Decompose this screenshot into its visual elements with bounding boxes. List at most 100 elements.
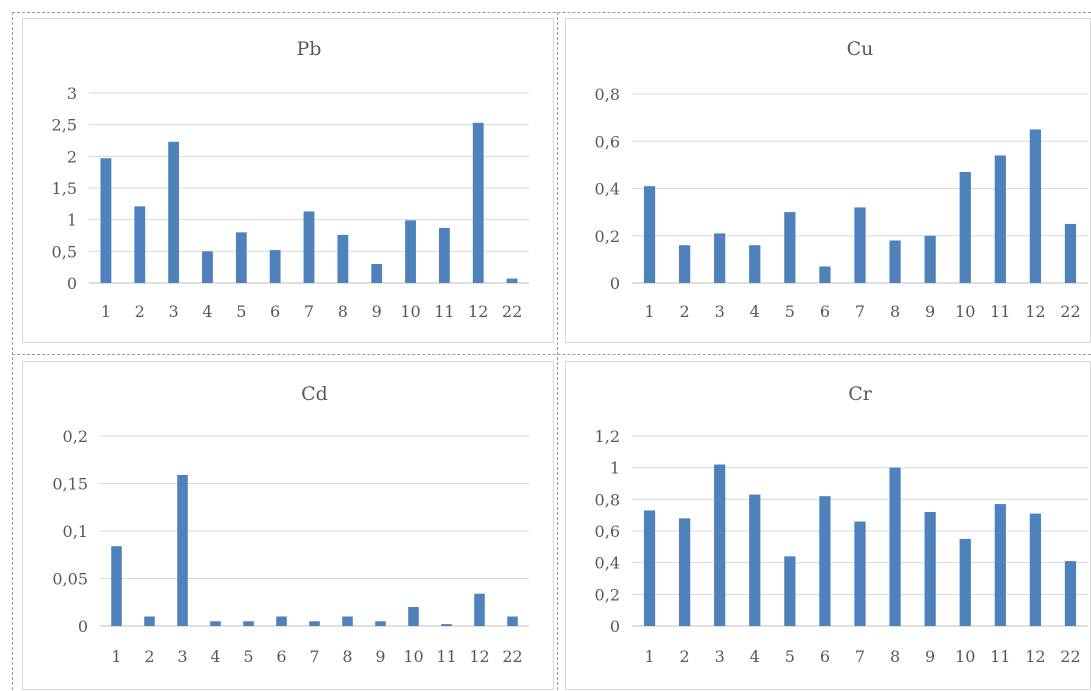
chart-cr: Cr 0 0,2 0,4 0,6 0,8 1 1,2 1 2 3 4 5 6 7 8 9 10 11 12 22 <box>565 361 1091 690</box>
chart-pb-bar <box>202 251 213 283</box>
chart-pb-x-tick-label: 4 <box>202 302 212 321</box>
chart-cd-bar <box>441 624 452 626</box>
chart-cu-bar <box>959 171 971 283</box>
chart-cr-x-tick-label: 2 <box>680 647 690 666</box>
chart-cr-x-tick-label: 9 <box>925 647 935 666</box>
chart-cr-x-tick-label: 4 <box>750 647 760 666</box>
chart-pb-bar <box>472 122 484 284</box>
chart-pb-bar <box>303 211 315 283</box>
chart-pb-y-tick-label: 2 <box>67 147 77 166</box>
chart-pb-title: Pb <box>297 38 322 60</box>
chart-cr-bar <box>643 510 656 626</box>
chart-cd-y-tick-label: 0,2 <box>63 427 88 446</box>
chart-pb-bar <box>269 250 281 283</box>
chart-pb-bar <box>506 278 518 283</box>
chart-cd-bar <box>474 593 485 626</box>
chart-cu-x-tick-label: 10 <box>955 302 975 321</box>
chart-pb-x-tick-label: 7 <box>304 302 314 321</box>
chart-cr-x-tick-label: 3 <box>715 647 725 666</box>
center-vertical-dashed-line <box>557 12 558 690</box>
chart-pb-bar <box>337 234 349 283</box>
chart-cd-y-tick-label: 0,05 <box>52 570 88 589</box>
chart-cd: Cd 0 0,05 0,1 0,15 0,2 1 2 3 4 5 6 7 8 9 10 11 12 22 <box>22 361 554 690</box>
chart-pb-bar <box>168 141 180 283</box>
chart-cd-bar <box>210 621 221 626</box>
chart-pb-x-tick-label: 10 <box>400 302 420 321</box>
chart-cd-x-tick-label: 22 <box>502 647 522 666</box>
chart-cu-bar <box>994 155 1006 283</box>
chart-pb-x-tick-label: 5 <box>236 302 246 321</box>
chart-pb-bar <box>134 206 146 283</box>
chart-cd-x-tick-label: 10 <box>403 647 423 666</box>
chart-cu-bar <box>924 235 936 283</box>
chart-cr-y-tick-label: 1 <box>610 459 620 478</box>
chart-cr-bar <box>819 496 831 626</box>
chart-cd-x-tick-label: 8 <box>342 647 352 666</box>
chart-cr-y-tick-label: 1,2 <box>595 427 620 446</box>
chart-cu-title: Cu <box>847 38 874 60</box>
chart-cd-x-tick-label: 3 <box>177 647 187 666</box>
chart-pb-y-tick-label: 1 <box>67 211 77 230</box>
chart-cu-x-tick-label: 8 <box>890 302 900 321</box>
chart-cu-x-tick-label: 4 <box>750 302 760 321</box>
chart-cd-bar <box>309 621 320 626</box>
outer-top-dashed-line <box>12 12 1091 13</box>
chart-cu-x-tick-label: 7 <box>855 302 865 321</box>
chart-cu-bar <box>714 233 726 283</box>
chart-cu-bar <box>749 245 761 283</box>
chart-cr-title: Cr <box>848 383 873 405</box>
chart-cr-bar <box>924 512 936 626</box>
chart-pb-bar <box>438 227 450 283</box>
chart-cu-x-tick-label: 9 <box>925 302 935 321</box>
chart-pb-y-tick-label: 3 <box>67 84 77 103</box>
chart-cd-bar <box>111 546 122 626</box>
chart-cr-bar <box>714 464 726 626</box>
chart-cr-bar <box>994 504 1006 626</box>
chart-cr-y-tick-label: 0,6 <box>595 522 620 541</box>
chart-pb-x-tick-label: 2 <box>135 302 145 321</box>
chart-cd-x-tick-label: 5 <box>243 647 253 666</box>
chart-pb: Pb 0 0,5 1 1,5 2 2,5 3 1 2 3 4 5 6 7 8 9 10 11 12 22 <box>22 18 554 343</box>
chart-cu-x-tick-label: 2 <box>680 302 690 321</box>
chart-cd-x-tick-label: 9 <box>375 647 385 666</box>
chart-cu-x-tick-label: 22 <box>1060 302 1080 321</box>
chart-cd-bar <box>276 616 287 626</box>
chart-cu-bar <box>784 212 796 283</box>
chart-pb-x-tick-label: 8 <box>338 302 348 321</box>
chart-pb-bar <box>235 232 247 283</box>
chart-cd-bar <box>144 616 155 626</box>
chart-cr-bar <box>854 521 866 626</box>
chart-cr-x-tick-label: 1 <box>644 647 654 666</box>
chart-cu-y-tick-label: 0,6 <box>595 132 620 151</box>
chart-cr-y-tick-label: 0 <box>610 617 620 636</box>
chart-pb-bar <box>100 158 112 283</box>
chart-cd-x-tick-label: 12 <box>469 647 489 666</box>
center-horizontal-dashed-line <box>12 354 1091 355</box>
chart-cr-bar <box>959 538 971 626</box>
chart-cd-x-tick-label: 11 <box>436 647 456 666</box>
chart-pb-x-tick-label: 12 <box>468 302 488 321</box>
chart-cr-x-tick-label: 7 <box>855 647 865 666</box>
chart-cr-x-tick-label: 11 <box>990 647 1010 666</box>
chart-cu-bar <box>1029 129 1041 283</box>
chart-pb-y-tick-label: 2,5 <box>52 116 77 135</box>
chart-cd-y-tick-label: 0,15 <box>52 475 88 494</box>
chart-cr-x-tick-label: 8 <box>890 647 900 666</box>
chart-cd-y-tick-label: 0,1 <box>63 522 88 541</box>
chart-cd-x-tick-label: 6 <box>276 647 286 666</box>
chart-cu: Cu 0 0,2 0,4 0,6 0,8 1 2 3 4 5 6 7 8 9 10 11 12 22 <box>565 18 1091 343</box>
chart-pb-x-tick-label: 6 <box>270 302 280 321</box>
chart-cd-bar <box>342 616 353 626</box>
chart-pb-x-tick-label: 3 <box>169 302 179 321</box>
chart-cr-y-tick-label: 0,4 <box>595 554 620 573</box>
chart-cu-y-tick-label: 0,8 <box>595 85 620 104</box>
chart-pb-y-tick-label: 1,5 <box>52 179 77 198</box>
chart-pb-x-tick-label: 1 <box>101 302 111 321</box>
chart-cd-x-tick-label: 1 <box>111 647 121 666</box>
chart-pb-x-tick-label: 9 <box>372 302 382 321</box>
chart-cd-bar <box>408 607 419 626</box>
chart-cd-bar <box>507 616 518 626</box>
